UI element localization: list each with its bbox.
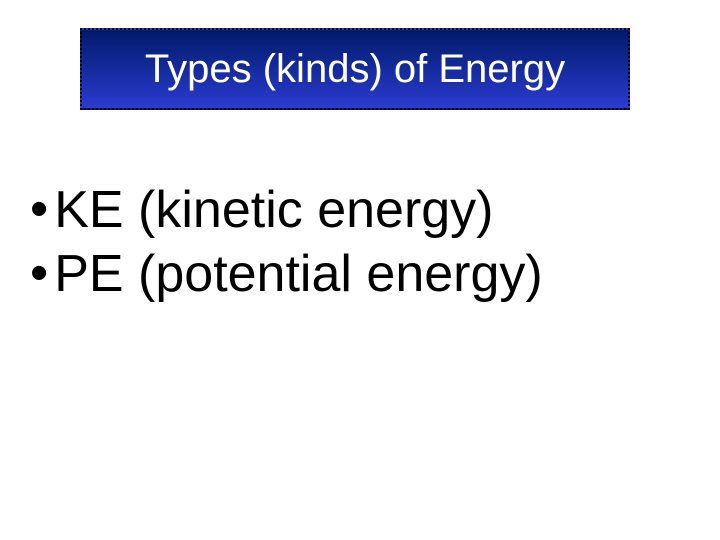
list-item: •KE (kinetic energy) — [30, 180, 543, 244]
bullet-text: KE (kinetic energy) — [54, 181, 493, 239]
bullet-list: •KE (kinetic energy) •PE (potential ener… — [30, 180, 543, 308]
title-box: Types (kinds) of Energy — [80, 28, 630, 110]
bullet-text: PE (potential energy) — [54, 245, 543, 303]
bullet-marker-icon: • — [30, 179, 48, 240]
slide: Types (kinds) of Energy •KE (kinetic ene… — [0, 0, 720, 540]
bullet-marker-icon: • — [30, 243, 48, 304]
list-item: •PE (potential energy) — [30, 244, 543, 308]
slide-title: Types (kinds) of Energy — [145, 47, 565, 92]
